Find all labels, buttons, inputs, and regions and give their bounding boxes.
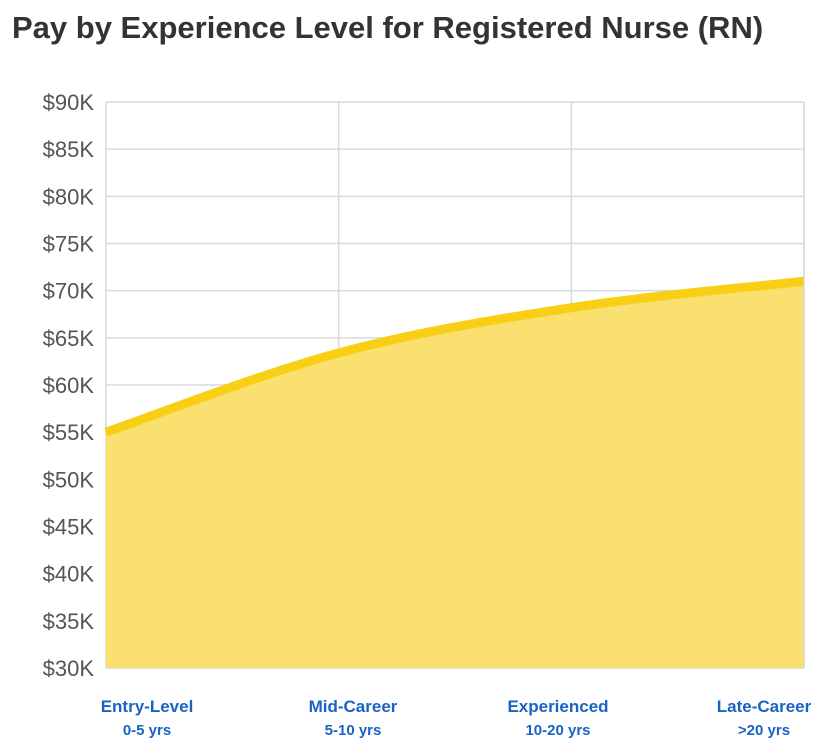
y-tick-label: $85K: [43, 137, 95, 162]
y-tick-label: $50K: [43, 467, 95, 492]
y-axis: $30K $35K $40K $45K $50K $55K $60K $65K $70K $75K…: [43, 90, 95, 681]
series-line: [104, 276, 805, 437]
y-tick-label: $35K: [43, 609, 95, 634]
y-tick-label: $55K: [43, 420, 95, 445]
y-tick-label: $45K: [43, 515, 95, 540]
area-fill: [106, 281, 804, 668]
y-tick-label: $80K: [43, 184, 95, 209]
x-axis: Entry-Level 0-5 yrs Mid-Career 5-10 yrs Expe…: [101, 697, 812, 739]
y-tick-label: $60K: [43, 373, 95, 398]
y-tick-label: $40K: [43, 562, 95, 587]
x-category-range: >20 yrs: [738, 722, 790, 739]
y-tick-label: $30K: [43, 656, 95, 681]
y-tick-label: $75K: [43, 232, 95, 257]
x-category-range: 5-10 yrs: [325, 722, 382, 739]
x-category-range: 0-5 yrs: [123, 722, 171, 739]
x-category-label: Experienced: [507, 697, 608, 716]
y-tick-label: $65K: [43, 326, 95, 351]
y-tick-label: $90K: [43, 90, 95, 115]
area-layer: [104, 102, 805, 668]
x-category-label: Late-Career: [717, 697, 812, 716]
x-category-range: 10-20 yrs: [525, 722, 590, 739]
x-category-label: Entry-Level: [101, 697, 194, 716]
chart-title: Pay by Experience Level for Registered N…: [12, 10, 764, 45]
y-tick-label: $70K: [43, 279, 95, 304]
x-category-label: Mid-Career: [309, 697, 398, 716]
